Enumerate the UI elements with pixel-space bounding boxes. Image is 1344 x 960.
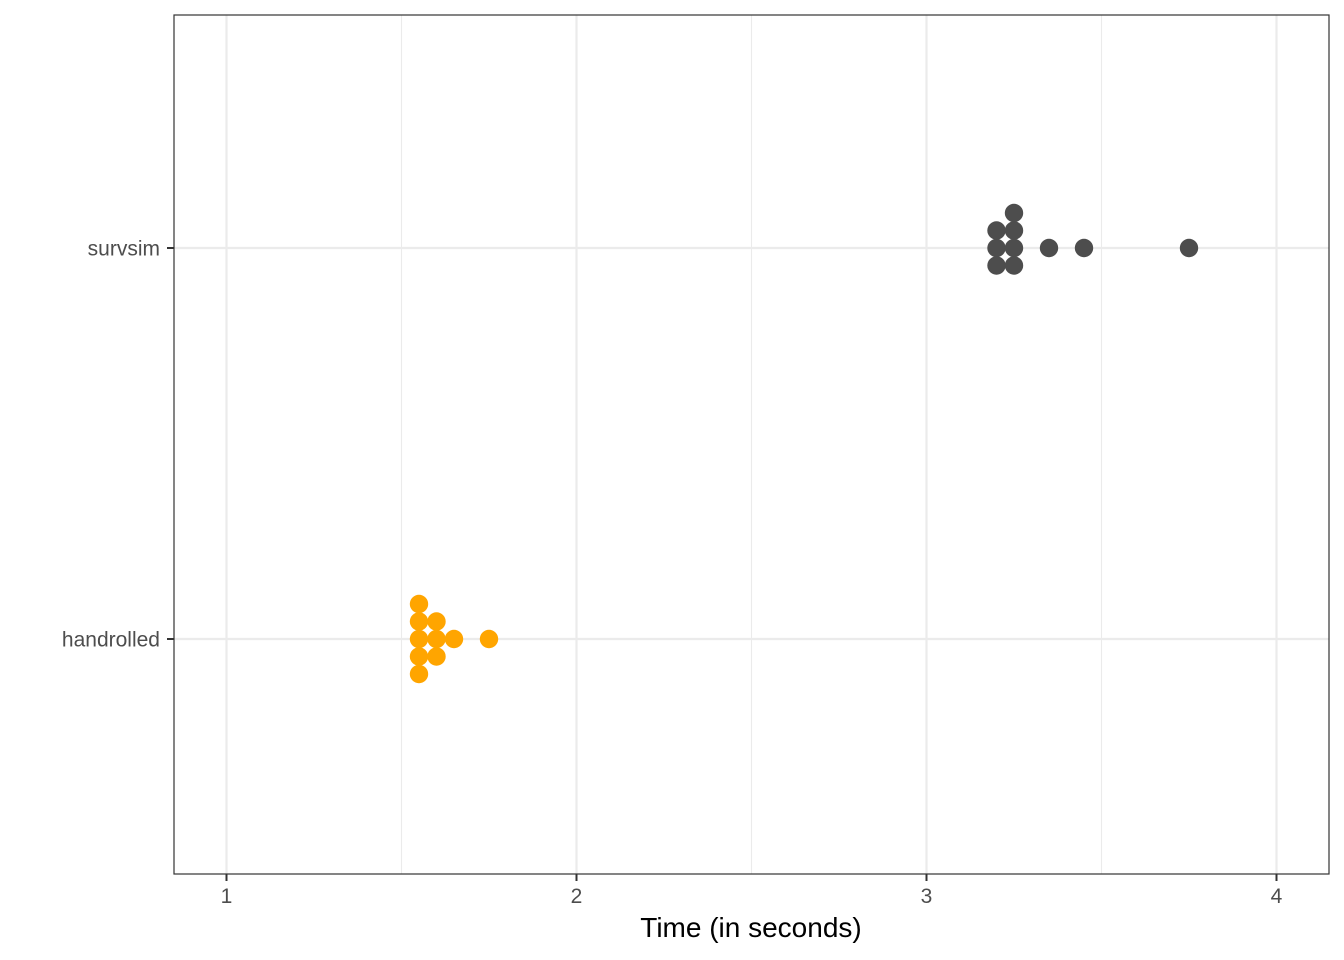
data-point-survsim xyxy=(987,221,1006,240)
data-point-survsim xyxy=(1074,238,1094,258)
data-point-survsim xyxy=(987,238,1006,258)
data-point-handrolled xyxy=(427,647,446,666)
data-point-handrolled xyxy=(479,629,499,649)
x-tick-label: 3 xyxy=(921,885,933,908)
y-tick-label-survsim: survsim xyxy=(88,238,160,261)
data-point-survsim xyxy=(1004,238,1024,258)
data-point-survsim xyxy=(987,256,1006,275)
y-axis: handrolled survsim xyxy=(62,238,174,652)
data-point-survsim xyxy=(1004,256,1024,275)
data-point-handrolled xyxy=(409,664,429,684)
y-tick-label-handrolled: handrolled xyxy=(62,629,160,652)
data-point-handrolled xyxy=(427,612,446,631)
minor-gridlines xyxy=(400,15,1103,874)
x-axis-title: Time (in seconds) xyxy=(640,912,861,943)
x-tick-label: 1 xyxy=(221,885,233,908)
x-axis: 1 2 3 4 xyxy=(221,874,1283,908)
data-points xyxy=(409,203,1199,684)
data-point-handrolled xyxy=(427,629,446,649)
data-point-survsim xyxy=(1039,238,1059,258)
data-point-survsim xyxy=(1004,203,1024,223)
x-tick-label: 4 xyxy=(1271,885,1283,908)
data-point-handrolled xyxy=(409,647,429,666)
data-point-survsim xyxy=(1004,221,1024,240)
plot-panel-border xyxy=(173,14,1330,875)
x-tick-label: 2 xyxy=(571,885,583,908)
data-point-handrolled xyxy=(409,594,429,614)
data-point-survsim xyxy=(1179,238,1199,258)
major-gridlines xyxy=(174,15,1329,874)
data-point-handrolled xyxy=(444,629,464,649)
data-point-handrolled xyxy=(409,612,429,631)
data-point-handrolled xyxy=(409,629,429,649)
